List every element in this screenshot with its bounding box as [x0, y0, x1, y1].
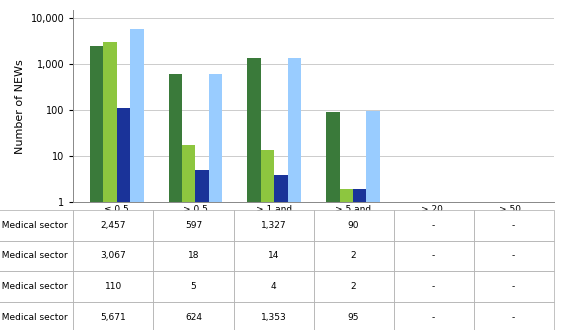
Bar [169, 75, 182, 330]
Bar [274, 175, 288, 330]
Bar [340, 188, 353, 330]
Bar [247, 58, 261, 330]
Bar [130, 29, 144, 330]
Bar [288, 58, 301, 330]
Bar [103, 42, 117, 330]
Y-axis label: Number of NEWs: Number of NEWs [15, 59, 25, 153]
Bar [117, 108, 130, 330]
Bar [209, 74, 222, 330]
Bar [326, 112, 340, 330]
Bar [261, 149, 274, 330]
Bar [90, 46, 103, 330]
Bar [366, 111, 380, 330]
Bar [195, 170, 209, 330]
Bar [353, 188, 366, 330]
Bar [182, 145, 195, 330]
